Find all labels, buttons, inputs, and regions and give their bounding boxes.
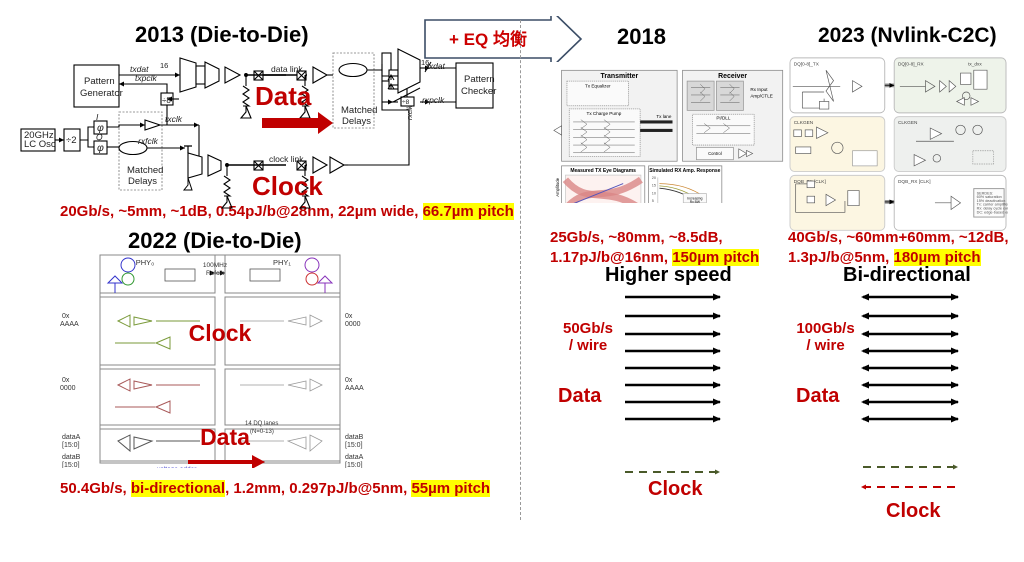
svg-text:Delays: Delays [128,176,157,187]
svg-text:Generator: Generator [80,88,123,99]
svg-text:÷8: ÷8 [162,96,171,105]
svg-text:Rx BW: Rx BW [690,200,701,203]
svg-text:Rx Input: Rx Input [750,87,768,92]
svg-text:AAAA: AAAA [345,385,364,392]
svg-text:0000: 0000 [60,385,76,392]
svg-text:DC: edge-based equalization: DC: edge-based equalization [977,210,1008,214]
svg-text:[15:0]: [15:0] [62,442,80,449]
svg-text:CLKGEN: CLKGEN [794,120,814,126]
svg-text:dataA: dataA [62,434,81,441]
svg-text:÷8: ÷8 [402,99,410,106]
svg-text:Amplitude: Amplitude [555,177,560,196]
svg-text:rxdat: rxdat [426,61,446,71]
svg-text:DQ[0-8]_TX: DQ[0-8]_TX [794,61,820,67]
svg-text:0x: 0x [345,313,353,320]
svg-text:Delays: Delays [342,116,371,127]
svg-text:data link: data link [271,64,303,74]
svg-text:Data: Data [200,424,250,450]
svg-text:0x: 0x [62,377,70,384]
svg-text:Matched: Matched [341,105,377,116]
svg-text:0x: 0x [62,313,70,320]
svg-text:14 DQ lanes: 14 DQ lanes [245,421,278,427]
svg-text:PHY₁: PHY₁ [273,258,291,267]
svg-text:Clock: Clock [252,171,323,201]
svg-text:rxpclk: rxpclk [422,95,445,105]
svg-text:Measured TX Eye Diagrams: Measured TX Eye Diagrams [570,168,636,174]
svg-text:Tx Equalizer: Tx Equalizer [585,83,611,88]
svg-text:Matched: Matched [127,165,163,176]
svg-text:Refclk: Refclk [206,270,225,277]
svg-text:Transmitter: Transmitter [600,73,638,80]
svg-text:Tx lane: Tx lane [656,114,672,119]
svg-text:rxfclk: rxfclk [138,136,159,146]
svg-text:txpclk: txpclk [135,73,157,83]
svg-text:[15:0]: [15:0] [62,462,80,468]
svg-text:10: 10 [652,191,656,195]
svg-text:φ: φ [97,142,104,154]
svg-text:Checker: Checker [461,86,496,97]
svg-text:Pattern: Pattern [84,76,115,87]
svg-text:dataB: dataB [345,434,364,441]
svg-text:Receiver: Receiver [718,73,747,80]
svg-text:rxclk: rxclk [407,105,414,120]
svg-text:clock link: clock link [269,154,304,164]
svg-text:dataB: dataB [62,454,81,461]
svg-text:DQ[0-8]_RX: DQ[0-8]_RX [898,61,925,67]
svg-text:(N=0-13): (N=0-13) [250,429,274,435]
svg-text:20: 20 [652,176,656,180]
svg-text:÷2: ÷2 [66,135,77,146]
svg-text:0000: 0000 [345,321,361,328]
svg-text:Amp/CTLE: Amp/CTLE [750,93,773,98]
svg-text:voltage adder: voltage adder [157,466,197,468]
svg-text:15: 15 [652,184,656,188]
svg-text:PI/DLL: PI/DLL [716,116,731,121]
svg-text:txclk: txclk [165,114,183,124]
svg-text:16: 16 [160,61,168,70]
svg-text:dataA: dataA [345,454,364,461]
svg-text:[15:0]: [15:0] [345,442,363,449]
svg-text:tx_dxx: tx_dxx [968,61,982,67]
svg-text:φ: φ [97,122,104,134]
svg-text:5: 5 [652,199,654,203]
svg-text:Pattern: Pattern [464,74,495,85]
svg-text:AAAA: AAAA [60,321,79,328]
svg-text:Data: Data [255,81,312,111]
svg-text:PHY₀: PHY₀ [136,258,155,267]
svg-text:100MHz: 100MHz [203,262,227,269]
svg-text:CLKGEN: CLKGEN [898,120,918,126]
svg-text:Control: Control [708,151,722,156]
svg-text:LC Osc: LC Osc [24,139,56,150]
svg-text:Tx Charge Pump: Tx Charge Pump [587,111,622,116]
svg-text:Clock: Clock [189,320,252,346]
svg-text:Simulated RX Amp. Response: Simulated RX Amp. Response [649,168,720,174]
svg-text:DQB_RX [CLK]: DQB_RX [CLK] [898,179,931,185]
svg-text:[15:0]: [15:0] [345,462,363,468]
svg-text:0x: 0x [345,377,353,384]
